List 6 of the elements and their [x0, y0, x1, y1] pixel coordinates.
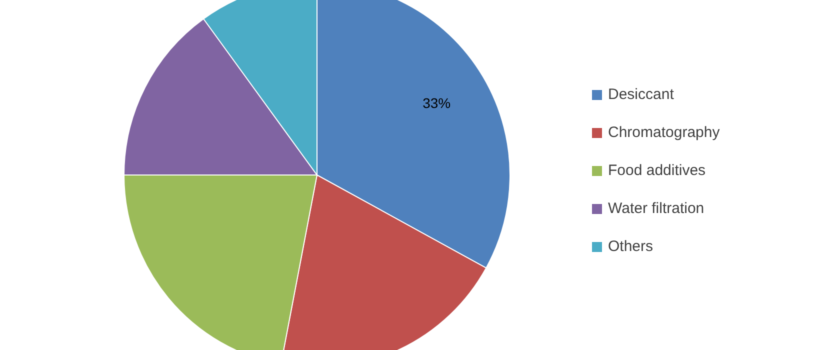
data-label: 33% [422, 94, 451, 111]
legend-label: Desiccant [608, 86, 675, 103]
legend-label: Others [608, 238, 654, 255]
legend-label: Food additives [608, 162, 706, 179]
legend-label: Water filtration [608, 200, 704, 217]
legend-label: Chromatography [608, 124, 720, 141]
